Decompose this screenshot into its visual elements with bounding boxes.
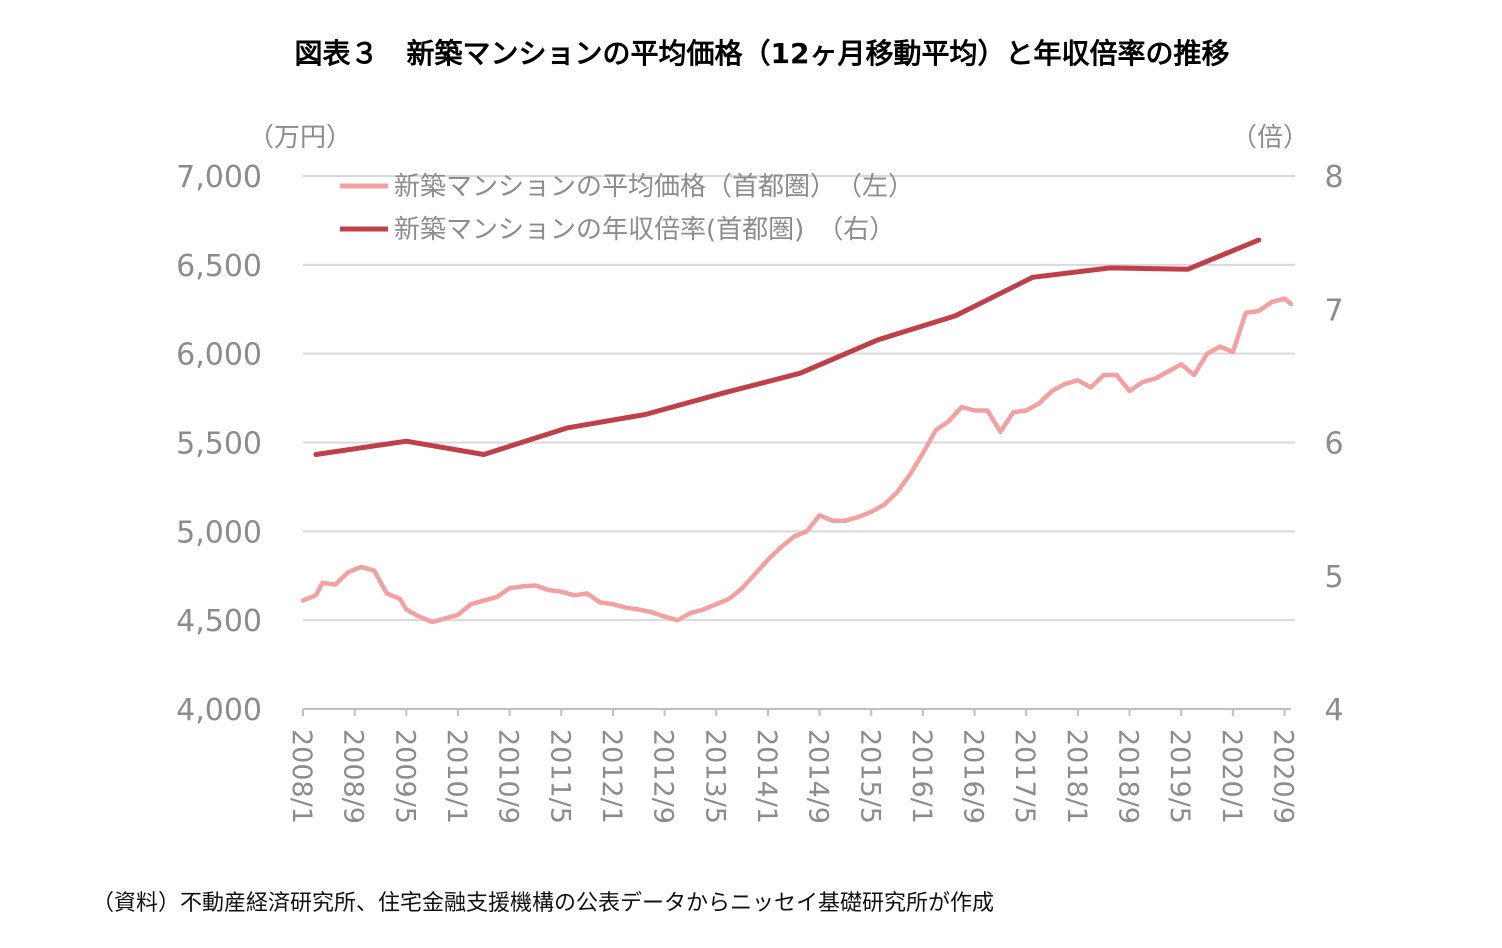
left-tick-label: 4,000 (176, 693, 262, 728)
source-note: （資料）不動産経済研究所、住宅金融支援機構の公表データからニッセイ基礎研究所が作… (92, 891, 994, 916)
x-tick-label: 2014/9 (803, 729, 834, 824)
right-tick-label: 4 (1324, 693, 1343, 728)
left-tick-label: 5,000 (176, 515, 262, 550)
legend: 新築マンションの平均価格（首都圏） （左） 新築マンションの年収倍率(首都圏) … (340, 172, 914, 245)
x-tick-label: 2013/5 (699, 729, 730, 824)
x-tick-label: 2014/1 (751, 729, 782, 824)
x-tick-label: 2015/5 (854, 729, 885, 824)
series-line-price (300, 296, 1294, 625)
left-axis-ticks: 4,000 4,500 5,000 5,500 6,000 6,500 7,000 (176, 160, 262, 728)
right-tick-label: 7 (1324, 293, 1343, 328)
x-tick-label: 2012/1 (596, 729, 627, 824)
left-tick-label: 6,500 (176, 249, 262, 284)
x-tick-label: 2011/5 (544, 729, 575, 824)
x-tick-label: 2020/1 (1216, 729, 1247, 824)
x-tick-label: 2020/9 (1268, 729, 1299, 824)
x-tick-label: 2008/1 (286, 729, 317, 824)
gridlines (303, 175, 1295, 622)
left-tick-label: 5,500 (176, 427, 262, 462)
x-tick-label: 2009/5 (389, 729, 420, 824)
left-axis-unit: （万円） (248, 123, 352, 153)
x-tick-label: 2010/9 (493, 729, 524, 824)
x-axis: 2008/1 2008/9 2009/5 2010/1 2010/9 2011/5 2012… (286, 708, 1299, 824)
chart-title: 図表３ 新築マンションの平均価格（12ヶ月移動平均）と年収倍率の推移 (295, 37, 1230, 70)
series-line-ratio (313, 237, 1262, 457)
legend-label-price: 新築マンションの平均価格（首都圏） （左） (394, 172, 914, 202)
legend-label-ratio: 新築マンションの年収倍率(首都圏) （右） (394, 215, 895, 245)
x-tick-label: 2017/5 (1009, 729, 1040, 824)
x-tick-label: 2010/1 (441, 729, 472, 824)
right-tick-label: 8 (1324, 160, 1343, 195)
x-tick-label: 2016/1 (906, 729, 937, 824)
left-tick-label: 4,500 (176, 604, 262, 639)
x-tick-label: 2018/1 (1061, 729, 1092, 824)
x-tick-label: 2008/9 (338, 729, 369, 824)
left-tick-label: 7,000 (176, 160, 262, 195)
x-tick-label: 2019/5 (1164, 729, 1195, 824)
x-tick-label: 2016/9 (958, 729, 989, 824)
left-tick-label: 6,000 (176, 338, 262, 373)
right-tick-label: 6 (1324, 427, 1343, 462)
x-tick-label: 2018/9 (1113, 729, 1144, 824)
series-lines (300, 237, 1294, 625)
right-tick-label: 5 (1324, 560, 1343, 595)
x-tick-label: 2012/9 (648, 729, 679, 824)
right-axis-ticks: 4 5 6 7 8 (1324, 160, 1343, 728)
right-axis-unit: （倍） (1231, 123, 1309, 153)
